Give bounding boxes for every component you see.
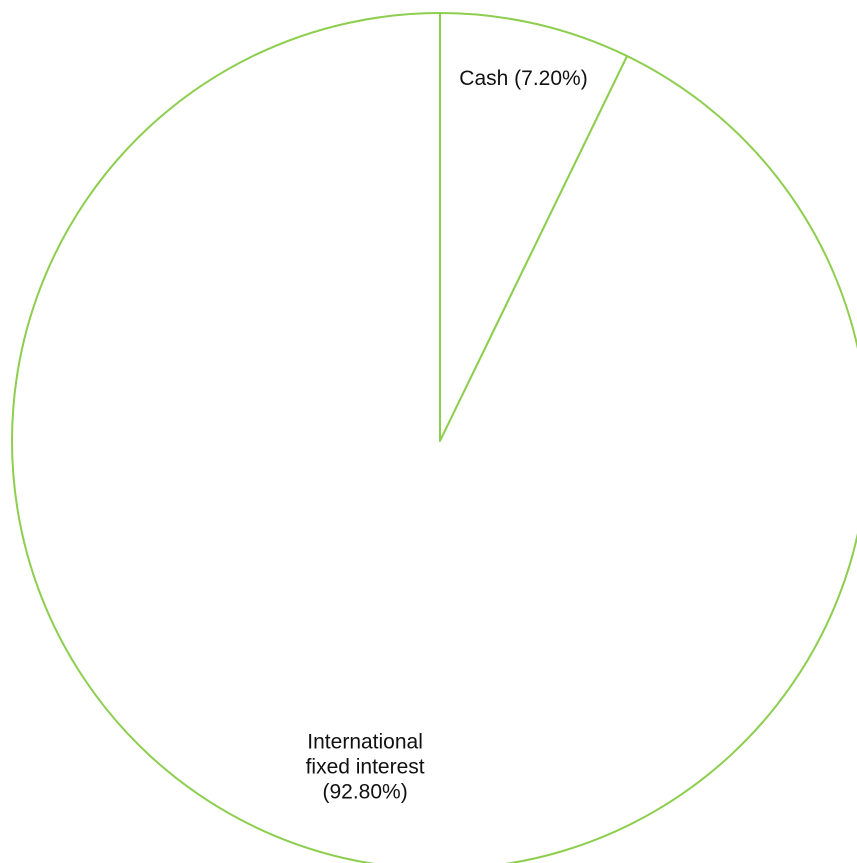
pie-slice-label-line: (92.80%)	[322, 780, 407, 803]
pie-slice-0	[439, 12, 629, 442]
pie-slice-label-0: Cash (7.20%)	[459, 67, 587, 90]
pie-slice-label-line: Cash (7.20%)	[459, 67, 587, 90]
slices-layer	[11, 12, 857, 863]
pie-slice-label-line: fixed interest	[306, 755, 425, 778]
labels-layer: Cash (7.20%) International fixed interest(…	[306, 67, 588, 803]
pie-slice-label-1: International fixed interest (92.80%)	[306, 730, 425, 803]
pie-slice-label-line: International	[307, 730, 423, 753]
pie-slice-1	[11, 12, 857, 863]
